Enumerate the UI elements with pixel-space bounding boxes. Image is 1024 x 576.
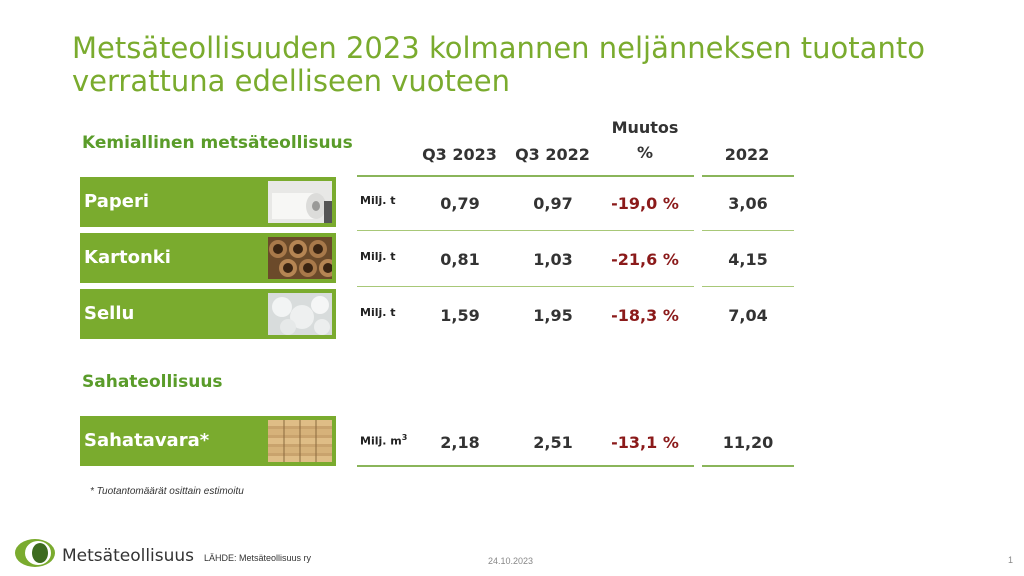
value-q3-2022-sahatavara: 2,51	[533, 433, 573, 452]
column-header-q3-2022: Q3 2022	[515, 145, 590, 164]
bottom-rule-year	[702, 465, 794, 467]
slide-title-line2: verrattuna edelliseen vuoteen	[72, 64, 510, 98]
value-q3-2023-sellu: 1,59	[440, 306, 480, 325]
metsateollisuus-logo-icon	[15, 539, 55, 567]
column-header-change-line1: Muutos	[611, 118, 679, 137]
unit-sellu: Milj. t	[360, 306, 396, 319]
value-2022-paperi: 3,06	[728, 194, 768, 213]
row-rule-paperi	[357, 230, 694, 231]
column-header-q3-2023: Q3 2023	[422, 145, 497, 164]
row-rule-year-kartonki	[702, 286, 794, 287]
section-heading-sawmill: Sahateollisuus	[82, 372, 223, 392]
value-change-sahatavara: -13,1 %	[611, 433, 679, 452]
unit-sahatavara-superscript: 3	[401, 433, 408, 442]
value-change-kartonki: -21,6 %	[611, 250, 679, 269]
logo-text: Metsäteollisuus	[62, 546, 195, 566]
section-heading-chemical: Kemiallinen metsäteollisuus	[82, 133, 353, 153]
row-label-box-kartonki: Kartonki	[80, 233, 336, 283]
row-rule-kartonki	[357, 286, 694, 287]
bottom-rule-main	[357, 465, 694, 467]
slide-title: Metsäteollisuuden 2023 kolmannen neljänn…	[72, 32, 925, 98]
source-text: LÄHDE: Metsäteollisuus ry	[204, 553, 312, 563]
value-2022-sahatavara: 11,20	[722, 433, 774, 452]
header-rule-year	[702, 175, 794, 177]
value-q3-2023-sahatavara: 2,18	[440, 433, 480, 452]
unit-kartonki: Milj. t	[360, 250, 396, 263]
value-q3-2022-kartonki: 1,03	[533, 250, 573, 269]
paper-roll-image	[268, 181, 332, 223]
footnote: * Tuotantomäärät osittain estimoitu	[90, 486, 244, 497]
row-label-sellu: Sellu	[84, 303, 135, 324]
column-header-2022: 2022	[724, 145, 770, 164]
slide-title-line1: Metsäteollisuuden 2023 kolmannen neljänn…	[72, 31, 925, 65]
value-q3-2023-paperi: 0,79	[440, 194, 480, 213]
value-q3-2022-paperi: 0,97	[533, 194, 573, 213]
row-label-box-sellu: Sellu	[80, 289, 336, 339]
value-change-sellu: -18,3 %	[611, 306, 679, 325]
unit-paperi: Milj. t	[360, 194, 396, 207]
column-header-change: Muutos %	[600, 118, 690, 162]
lumber-stack-image	[268, 420, 332, 462]
page-number: 1	[1008, 555, 1014, 565]
row-label-paperi: Paperi	[84, 191, 149, 212]
header-rule-main	[357, 175, 694, 177]
column-header-change-line2: %	[636, 143, 654, 162]
value-q3-2022-sellu: 1,95	[533, 306, 573, 325]
value-2022-kartonki: 4,15	[728, 250, 768, 269]
value-change-paperi: -19,0 %	[611, 194, 679, 213]
value-q3-2023-kartonki: 0,81	[440, 250, 480, 269]
cardboard-tubes-image	[268, 237, 332, 279]
unit-sahatavara-text: Milj. m	[360, 434, 402, 448]
row-label-kartonki: Kartonki	[84, 247, 171, 268]
pulp-image	[268, 293, 332, 335]
row-label-sahatavara: Sahatavara*	[84, 430, 210, 451]
value-2022-sellu: 7,04	[728, 306, 768, 325]
date-text: 24.10.2023	[488, 556, 534, 566]
unit-sahatavara: Milj. m3	[360, 433, 407, 448]
row-label-box-sahatavara: Sahatavara*	[80, 416, 336, 466]
row-label-box-paperi: Paperi	[80, 177, 336, 227]
row-rule-year-paperi	[702, 230, 794, 231]
